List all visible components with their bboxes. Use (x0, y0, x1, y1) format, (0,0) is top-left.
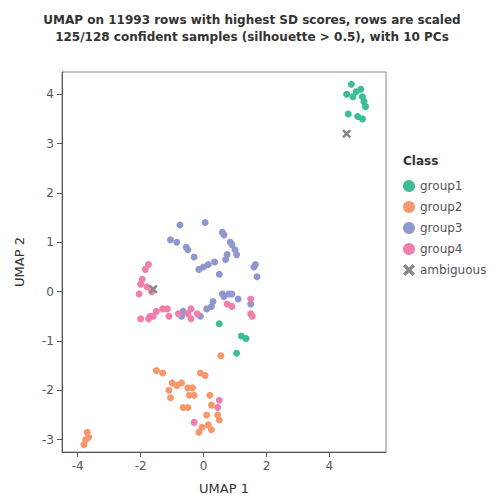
svg-text:2: 2 (263, 459, 271, 473)
svg-text:group3: group3 (420, 221, 463, 235)
svg-text:group2: group2 (420, 200, 463, 214)
svg-text:4: 4 (326, 459, 334, 473)
svg-text:4: 4 (46, 87, 54, 101)
svg-text:UMAP 2: UMAP 2 (12, 237, 27, 287)
svg-text:group4: group4 (420, 242, 463, 256)
svg-text:1: 1 (46, 235, 54, 249)
svg-text:2: 2 (46, 186, 54, 200)
svg-text:0: 0 (200, 459, 208, 473)
svg-text:-4: -4 (72, 459, 84, 473)
svg-text:125/128 confident samples (sil: 125/128 confident samples (silhouette > … (55, 30, 449, 44)
svg-text:UMAP 1: UMAP 1 (199, 481, 249, 496)
svg-text:Class: Class (403, 154, 438, 168)
svg-text:ambiguous: ambiguous (420, 263, 486, 277)
svg-text:-1: -1 (42, 334, 54, 348)
svg-text:-2: -2 (135, 459, 147, 473)
svg-text:group1: group1 (420, 179, 463, 193)
svg-text:3: 3 (46, 137, 54, 151)
svg-text:UMAP on 11993 rows with highes: UMAP on 11993 rows with highest SD score… (43, 13, 460, 27)
svg-text:-3: -3 (42, 433, 54, 447)
svg-text:0: 0 (46, 285, 54, 299)
svg-text:-2: -2 (42, 383, 54, 397)
